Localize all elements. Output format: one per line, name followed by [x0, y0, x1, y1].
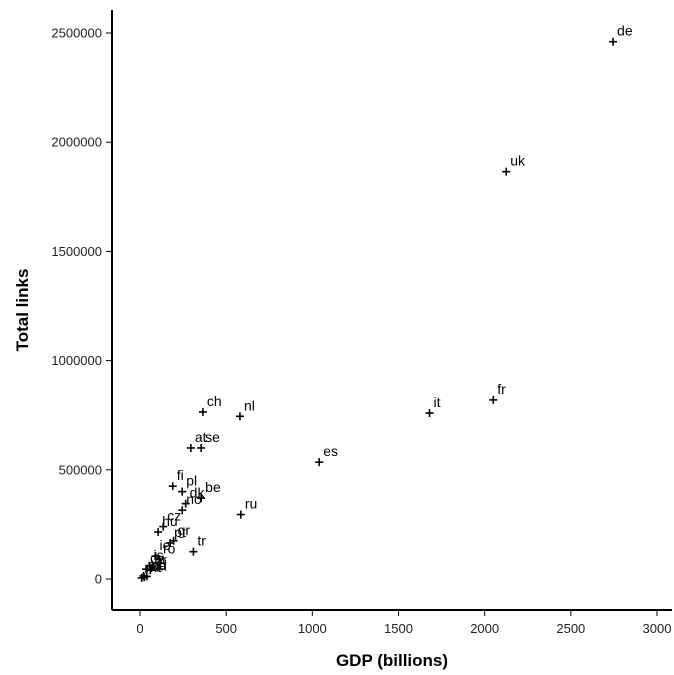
data-point-de: de: [609, 23, 633, 46]
data-point-pt: pt: [166, 524, 186, 547]
x-tick-label: 0: [136, 621, 143, 636]
point-label: it: [434, 394, 441, 410]
data-point-ch: ch: [198, 393, 222, 416]
data-point-cy: cy: [142, 550, 164, 574]
point-label: ch: [207, 393, 222, 409]
point-label: cz: [167, 508, 181, 524]
point-label: tr: [197, 533, 206, 549]
point-label: be: [205, 479, 221, 495]
point-label: at: [195, 429, 207, 445]
data-point-fr: fr: [489, 381, 506, 404]
data-point-hr: hr: [146, 551, 167, 575]
data-point-be: be: [197, 479, 221, 503]
point-label: al: [148, 558, 159, 574]
data-point-ba: ba: [142, 557, 167, 581]
point-label: hu: [162, 513, 178, 529]
data-point-it: it: [425, 394, 441, 418]
data-point-se: se: [197, 429, 220, 452]
x-tick-label: 2500: [556, 621, 585, 636]
point-label: is: [153, 547, 163, 563]
y-tick-label: 2500000: [51, 26, 102, 41]
x-tick-label: 1000: [298, 621, 327, 636]
x-axis-title: GDP (billions): [336, 651, 448, 670]
point-label: se: [205, 429, 220, 445]
point-label: de: [617, 23, 633, 39]
data-point-dk: dk: [181, 485, 206, 508]
data-point-pl: pl: [178, 473, 197, 496]
x-tick-label: 1500: [384, 621, 413, 636]
point-label: gr: [178, 522, 191, 538]
point-label: hr: [154, 551, 167, 567]
data-point-uk: uk: [502, 153, 526, 176]
point-label: md: [147, 557, 166, 573]
point-label: mt: [146, 559, 162, 575]
y-tick-label: 1500000: [51, 244, 102, 259]
data-point-at: at: [186, 429, 207, 452]
point-label: fi: [177, 467, 184, 483]
data-point-no: no: [178, 491, 202, 515]
point-label: es: [323, 443, 338, 459]
y-tick-label: 0: [95, 572, 102, 587]
point-label: pl: [186, 473, 197, 489]
data-point-es: es: [315, 443, 338, 467]
data-point-tr: tr: [189, 533, 206, 556]
data-point-ru: ru: [236, 496, 257, 519]
data-point-ie: ie: [151, 537, 171, 561]
ticks: 0 500 1000 1500 2000 2500 3000 0 500000 1000000 15…: [51, 26, 671, 637]
point-label: ie: [160, 537, 171, 553]
data-point-hu: hu: [154, 513, 178, 537]
point-label: ba: [151, 557, 167, 573]
y-tick-label: 500000: [59, 462, 102, 477]
point-label: nl: [244, 397, 255, 413]
data-point-fi: fi: [168, 467, 184, 491]
x-tick-label: 3000: [643, 621, 672, 636]
point-label: uk: [510, 153, 526, 169]
point-label: cy: [150, 550, 164, 566]
x-tick-label: 2000: [470, 621, 499, 636]
y-tick-label: 1000000: [51, 353, 102, 368]
point-label: ro: [163, 540, 176, 556]
data-point-nl: nl: [235, 397, 255, 421]
x-tick-label: 500: [215, 621, 237, 636]
point-label: pt: [174, 524, 186, 540]
point-label: dk: [190, 485, 206, 501]
point-label: ru: [245, 496, 257, 512]
data-point-cz: cz: [159, 508, 181, 531]
point-label: fr: [497, 381, 506, 397]
axes: [111, 10, 672, 611]
y-axis-title: Total links: [13, 269, 32, 352]
point-label: no: [186, 491, 202, 507]
y-tick-label: 2000000: [51, 135, 102, 150]
